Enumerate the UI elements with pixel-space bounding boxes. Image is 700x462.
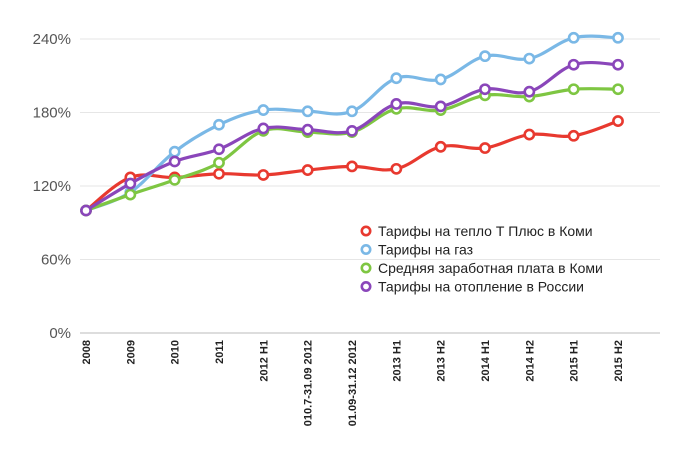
y-tick-label: 240% — [33, 31, 71, 48]
data-point — [434, 73, 447, 86]
data-point — [213, 118, 225, 131]
data-point — [346, 105, 358, 118]
data-point — [523, 52, 536, 65]
data-point — [523, 128, 536, 141]
data-point — [213, 143, 225, 156]
y-axis-ticks: 0% 60% 120% 180% 240% — [33, 31, 71, 342]
y-tick-label: 120% — [33, 178, 71, 195]
legend: Тарифы на тепло Т Плюс в Коми Тарифы на г… — [360, 223, 603, 295]
series-2 — [80, 83, 624, 217]
series-3 — [80, 58, 624, 217]
data-point — [346, 160, 358, 173]
series-1 — [80, 31, 624, 217]
data-point — [479, 50, 491, 63]
data-point — [479, 142, 491, 154]
data-point — [612, 31, 624, 44]
x-axis-ticks: 2008 2009 2010 2011 2012 H1 010.7-31.09 2012 0… — [81, 340, 625, 426]
x-tick-label: 2015 H1 — [569, 340, 581, 382]
data-point — [567, 31, 580, 44]
data-point — [257, 104, 270, 116]
data-point — [213, 167, 225, 180]
x-tick-label: 2008 — [81, 340, 93, 364]
data-point — [301, 164, 314, 176]
data-point — [301, 123, 314, 136]
data-point — [257, 169, 270, 181]
legend-marker — [360, 262, 372, 274]
data-point — [213, 156, 225, 169]
data-point — [168, 145, 181, 158]
data-point — [567, 129, 580, 142]
data-point — [523, 85, 536, 98]
x-tick-label: 2009 — [125, 340, 137, 364]
data-point — [80, 204, 92, 217]
x-tick-label: 01.09-31.12 2012 — [347, 340, 359, 426]
data-point — [479, 83, 491, 96]
legend-marker — [360, 225, 372, 237]
data-point — [301, 105, 314, 118]
x-tick-label: 2015 H2 — [613, 340, 625, 382]
data-point — [168, 173, 181, 186]
x-tick-label: 2012 H1 — [258, 340, 270, 382]
x-tick-label: 2011 — [214, 340, 226, 364]
data-point — [612, 115, 624, 127]
series-layer — [80, 31, 624, 217]
legend-label: Тарифы на отопление в России — [378, 279, 584, 295]
data-point — [124, 188, 137, 201]
x-tick-label: 010.7-31.09 2012 — [303, 340, 315, 426]
legend-marker — [360, 244, 372, 256]
data-point — [567, 58, 580, 71]
x-tick-label: 2014 H2 — [524, 340, 536, 382]
data-point — [567, 83, 580, 96]
grid-layer — [80, 38, 660, 334]
data-point — [346, 124, 358, 137]
x-tick-label: 2014 H1 — [480, 340, 492, 382]
data-point — [390, 162, 403, 175]
x-tick-label: 2013 H1 — [391, 340, 403, 382]
legend-marker — [360, 280, 372, 292]
legend-label: Тарифы на газ — [378, 242, 473, 258]
y-tick-label: 60% — [41, 252, 71, 269]
data-point — [390, 98, 403, 110]
data-point — [124, 177, 137, 190]
data-point — [612, 83, 624, 96]
data-point — [168, 155, 181, 168]
legend-label: Тарифы на тепло Т Плюс в Коми — [378, 223, 593, 239]
legend-label: Средняя заработная плата в Коми — [378, 260, 603, 276]
data-point — [434, 140, 447, 153]
y-tick-label: 180% — [33, 105, 71, 122]
data-point — [434, 100, 447, 113]
y-tick-label: 0% — [49, 325, 71, 342]
data-point — [257, 122, 270, 135]
data-point — [612, 58, 624, 71]
x-tick-label: 2010 — [170, 340, 182, 364]
x-tick-label: 2013 H2 — [436, 340, 448, 382]
data-point — [390, 72, 403, 85]
